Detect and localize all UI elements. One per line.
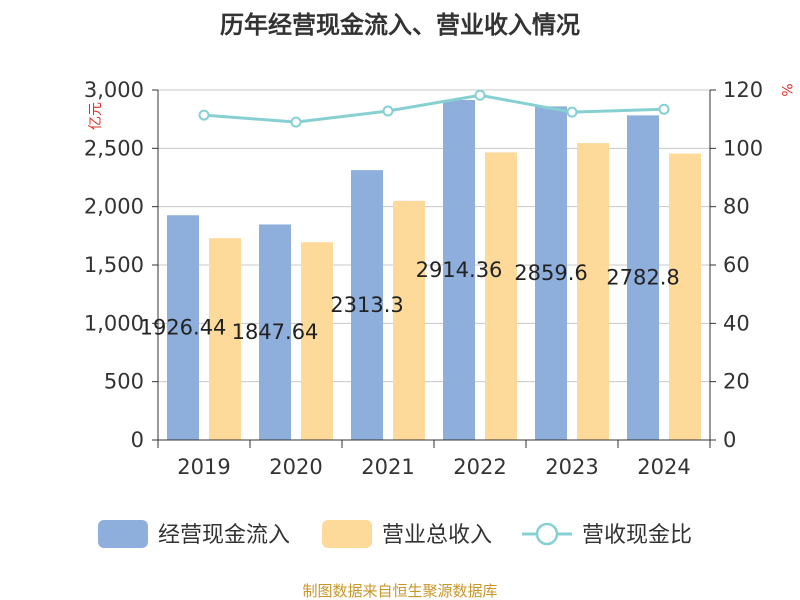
bar-revenue: [393, 200, 425, 440]
legend-swatch-revenue: [322, 520, 372, 548]
source-note: 制图数据来自恒生聚源数据库: [302, 582, 497, 600]
ratio-point: [566, 106, 578, 118]
bar-revenue: [301, 242, 333, 440]
legend-marker-ratio: [535, 522, 559, 546]
bar-cash-inflow: [167, 215, 199, 440]
ratio-line-path: [203, 93, 665, 124]
bar-revenue: [485, 152, 517, 440]
right-tick-label: 120: [723, 78, 763, 102]
x-tick-label: 2020: [269, 455, 322, 479]
right-axis-unit: %: [778, 83, 794, 96]
data-label-cash-inflow: 1926.44: [140, 316, 227, 340]
bar-revenue: [209, 238, 241, 440]
ratio-point: [382, 105, 394, 117]
left-axis-unit: 亿元: [88, 102, 104, 130]
left-tick-label: 2,000: [84, 195, 144, 219]
data-label-cash-inflow: 1847.64: [232, 320, 319, 344]
legend-label-revenue: 营业总收入: [382, 523, 492, 548]
x-tick-label: 2023: [545, 455, 598, 479]
bar-cash-inflow: [259, 224, 291, 440]
ratio-point: [198, 109, 210, 121]
axes: [152, 89, 716, 448]
right-tick-label: 20: [723, 370, 750, 394]
right-tick-label: 100: [723, 136, 763, 160]
x-tick-label: 2021: [361, 455, 414, 479]
right-tick-label: 80: [723, 195, 750, 219]
bar-cash-inflow: [627, 115, 659, 440]
bars: [167, 99, 701, 441]
bar-cash-inflow: [535, 106, 567, 440]
gridlines: [158, 89, 710, 383]
left-tick-label: 1,000: [84, 311, 144, 335]
left-tick-label: 3,000: [84, 78, 144, 102]
data-labels: 1926.44 1847.64 2313.3 2914.36 2859.6 2782.8: [140, 258, 680, 344]
legend-label-ratio: 营收现金比: [582, 523, 692, 548]
right-tick-label: 40: [723, 311, 750, 335]
x-tick-label: 2022: [453, 455, 506, 479]
tick-labels: 0 500 1,000 1,500 2,000 2,500 3,000 0 20 40 60 80 10…: [84, 78, 763, 479]
left-tick-label: 2,500: [84, 136, 144, 160]
bar-cash-inflow: [351, 170, 383, 441]
data-label-cash-inflow: 2782.8: [606, 266, 679, 290]
data-label-cash-inflow: 2313.3: [330, 293, 403, 317]
left-tick-label: 1,500: [84, 253, 144, 277]
bar-revenue: [577, 143, 609, 441]
data-label-cash-inflow: 2914.36: [416, 258, 503, 282]
bar-revenue: [669, 153, 701, 441]
ratio-line: [198, 89, 670, 128]
left-tick-label: 0: [131, 428, 144, 452]
right-tick-label: 0: [723, 428, 736, 452]
x-tick-label: 2024: [637, 455, 690, 479]
ratio-point: [658, 103, 670, 115]
ratio-point: [474, 89, 486, 101]
legend-label-cash-inflow: 经营现金流入: [158, 523, 290, 548]
x-tick-label: 2019: [177, 455, 230, 479]
chart-title: 历年经营现金流入、营业收入情况: [220, 11, 580, 39]
ratio-point: [290, 116, 302, 128]
legend-swatch-cash-inflow: [98, 520, 148, 548]
legend: 经营现金流入 营业总收入 营收现金比: [98, 520, 692, 548]
data-label-cash-inflow: 2859.6: [514, 261, 587, 285]
bar-cash-inflow: [443, 99, 475, 440]
right-tick-label: 60: [723, 253, 750, 277]
left-tick-label: 500: [104, 370, 144, 394]
